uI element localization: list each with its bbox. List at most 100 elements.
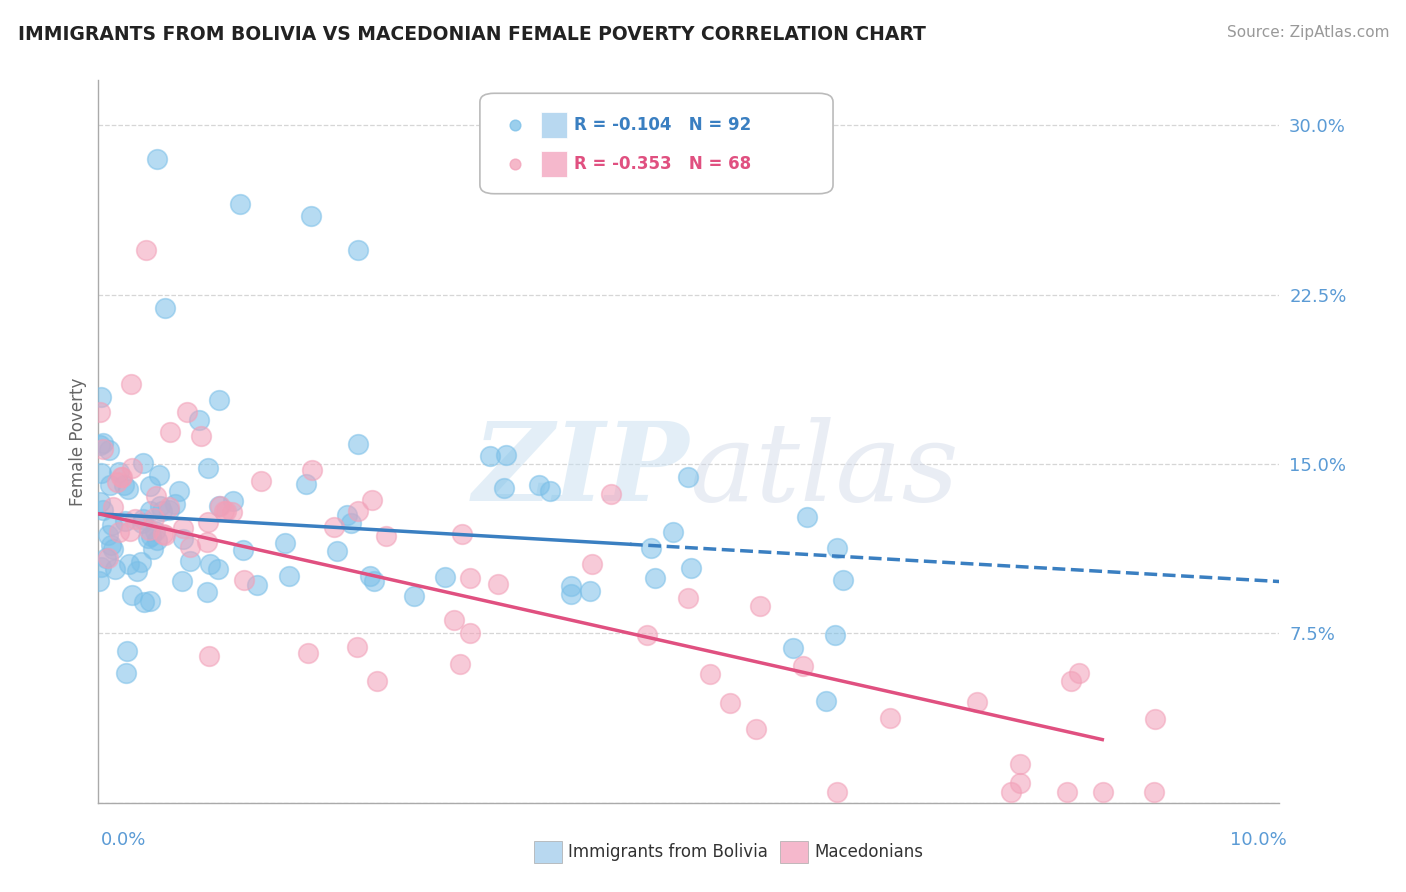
Point (581, 558, 603, 572)
Point (825, 541, 848, 555)
Point (146, 153, 169, 167)
Point (96, 551, 118, 566)
Text: 0.0%: 0.0% (101, 831, 146, 849)
Point (179, 553, 201, 567)
Point (100, 478, 122, 492)
Point (142, 542, 165, 557)
Point (152, 526, 174, 541)
Point (527, 478, 550, 492)
Point (1059, 674, 1081, 689)
Point (148, 467, 170, 482)
Point (131, 516, 153, 530)
Point (97, 528, 120, 542)
Point (197, 584, 219, 599)
Point (434, 570, 457, 584)
Point (347, 504, 370, 518)
Point (149, 499, 172, 513)
Point (101, 517, 124, 532)
Point (301, 463, 323, 477)
Point (91, 435, 114, 450)
Point (87, 574, 110, 588)
Point (139, 593, 162, 607)
Point (139, 529, 162, 543)
Point (578, 584, 600, 599)
Point (89, 495, 111, 509)
Point (297, 646, 319, 660)
Point (89, 404, 111, 418)
Point (170, 574, 193, 588)
Point (159, 425, 181, 439)
Point (644, 571, 666, 585)
Point (89, 438, 111, 452)
Point (676, 470, 699, 484)
Point (340, 516, 363, 530)
Point (115, 665, 138, 680)
Point (640, 541, 662, 555)
Point (198, 648, 221, 663)
Point (117, 482, 139, 496)
Point (150, 504, 173, 518)
Point (494, 482, 516, 496)
Point (91, 442, 114, 457)
Point (221, 504, 243, 518)
Point (366, 673, 388, 688)
Point (100, 538, 122, 552)
Point (832, 574, 855, 588)
Point (195, 534, 218, 549)
Point (105, 475, 128, 490)
Point (1067, 665, 1090, 680)
Point (172, 521, 194, 535)
Text: Immigrants from Bolivia: Immigrants from Bolivia (568, 843, 768, 861)
FancyBboxPatch shape (479, 94, 832, 194)
Point (143, 511, 166, 525)
Point (347, 243, 370, 257)
Point (197, 461, 219, 475)
Point (112, 478, 135, 492)
Point (495, 448, 517, 462)
Point (250, 475, 273, 489)
Point (299, 209, 322, 223)
Point (1008, 757, 1031, 772)
Point (486, 577, 509, 591)
Point (169, 483, 191, 498)
Point (124, 512, 146, 526)
Point (460, 571, 482, 585)
Point (159, 500, 181, 515)
Point (879, 711, 901, 725)
Point (560, 579, 582, 593)
Point (153, 301, 176, 315)
Point (121, 588, 143, 602)
Point (207, 562, 229, 576)
Point (699, 667, 721, 681)
Point (212, 504, 235, 518)
Point (97, 442, 120, 457)
Point (135, 243, 157, 257)
Point (749, 599, 772, 613)
Point (636, 628, 658, 642)
Point (139, 504, 162, 518)
Point (101, 542, 124, 557)
Point (101, 500, 124, 514)
Point (278, 569, 301, 583)
Point (792, 658, 814, 673)
Point (190, 429, 212, 443)
Bar (541, 152, 567, 178)
Point (273, 536, 295, 550)
Point (90, 559, 112, 574)
Point (138, 523, 160, 537)
Point (155, 527, 177, 541)
Point (824, 628, 846, 642)
Point (146, 533, 169, 548)
Text: 10.0%: 10.0% (1230, 831, 1286, 849)
Point (359, 569, 381, 583)
Point (165, 497, 187, 511)
Point (676, 591, 699, 605)
Point (1143, 784, 1166, 798)
Point (132, 456, 155, 470)
Point (143, 524, 166, 538)
Point (132, 595, 155, 609)
Point (103, 562, 125, 576)
Point (451, 527, 474, 541)
Point (374, 528, 396, 542)
Point (744, 723, 766, 737)
